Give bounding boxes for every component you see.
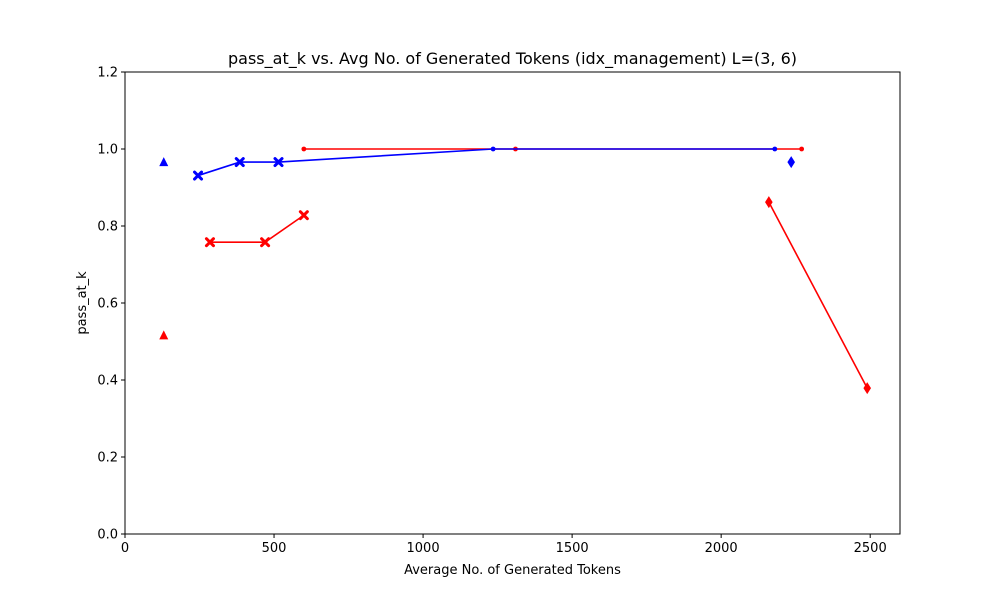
data-point-dot — [799, 146, 805, 152]
y-axis: 0.0 0.2 0.4 0.6 0.8 1.0 1.2 — [97, 66, 125, 543]
x-tick-label: 1500 — [556, 541, 589, 556]
data-point-x — [193, 170, 204, 181]
series-7 — [787, 156, 796, 169]
data-point-triangle — [159, 330, 169, 340]
series-4 — [159, 157, 169, 167]
x-tick-label: 1000 — [407, 541, 440, 556]
data-point-diamond — [863, 382, 872, 395]
series-1 — [204, 210, 309, 248]
data-point-x — [234, 157, 245, 168]
series-3 — [765, 196, 872, 395]
data-point-triangle — [159, 157, 169, 167]
y-tick-label: 1.0 — [97, 143, 118, 158]
x-axis: 0 500 1000 1500 2000 2500 — [121, 534, 887, 556]
data-point-x — [260, 237, 271, 248]
x-tick-label: 500 — [262, 541, 287, 556]
y-tick-label: 1.2 — [97, 66, 118, 81]
chart-title: pass_at_k vs. Avg No. of Generated Token… — [228, 49, 797, 69]
series-layer — [159, 146, 872, 395]
series-line — [768, 201, 868, 389]
y-tick-label: 0.4 — [97, 374, 118, 389]
y-tick-label: 0.6 — [97, 297, 118, 312]
data-point-dot — [772, 146, 778, 152]
data-point-dot — [301, 146, 307, 152]
series-6 — [276, 146, 778, 165]
data-point-x — [204, 237, 215, 248]
y-axis-label: pass_at_k — [75, 271, 90, 335]
y-tick-label: 0.8 — [97, 220, 118, 235]
data-point-dot — [276, 159, 281, 165]
y-tick-label: 0.2 — [97, 451, 118, 466]
y-tick-label: 0.0 — [97, 528, 118, 543]
data-point-x — [298, 210, 309, 221]
data-point-dot — [490, 146, 496, 152]
series-0 — [159, 330, 169, 340]
x-tick-label: 2000 — [705, 541, 738, 556]
x-axis-label: Average No. of Generated Tokens — [404, 563, 621, 578]
x-tick-label: 2500 — [854, 541, 887, 556]
data-point-diamond — [765, 196, 773, 209]
data-point-diamond — [787, 156, 796, 169]
x-tick-label: 0 — [121, 541, 129, 556]
